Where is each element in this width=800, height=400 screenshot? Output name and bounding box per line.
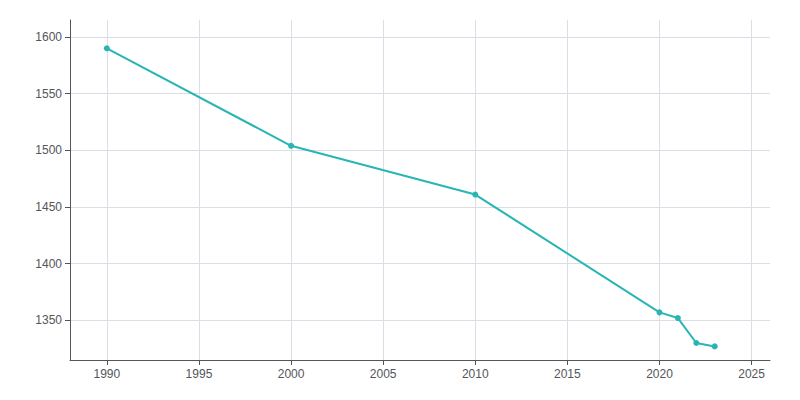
svg-text:2010: 2010 bbox=[462, 367, 489, 381]
svg-text:2025: 2025 bbox=[738, 367, 765, 381]
svg-text:1600: 1600 bbox=[35, 30, 62, 44]
svg-text:2015: 2015 bbox=[554, 367, 581, 381]
svg-text:1995: 1995 bbox=[186, 367, 213, 381]
svg-text:2005: 2005 bbox=[370, 367, 397, 381]
svg-text:1400: 1400 bbox=[35, 257, 62, 271]
svg-text:1550: 1550 bbox=[35, 87, 62, 101]
svg-text:1990: 1990 bbox=[93, 367, 120, 381]
svg-text:1450: 1450 bbox=[35, 200, 62, 214]
svg-text:1350: 1350 bbox=[35, 313, 62, 327]
svg-text:2000: 2000 bbox=[278, 367, 305, 381]
svg-text:1500: 1500 bbox=[35, 143, 62, 157]
svg-text:2020: 2020 bbox=[646, 367, 673, 381]
